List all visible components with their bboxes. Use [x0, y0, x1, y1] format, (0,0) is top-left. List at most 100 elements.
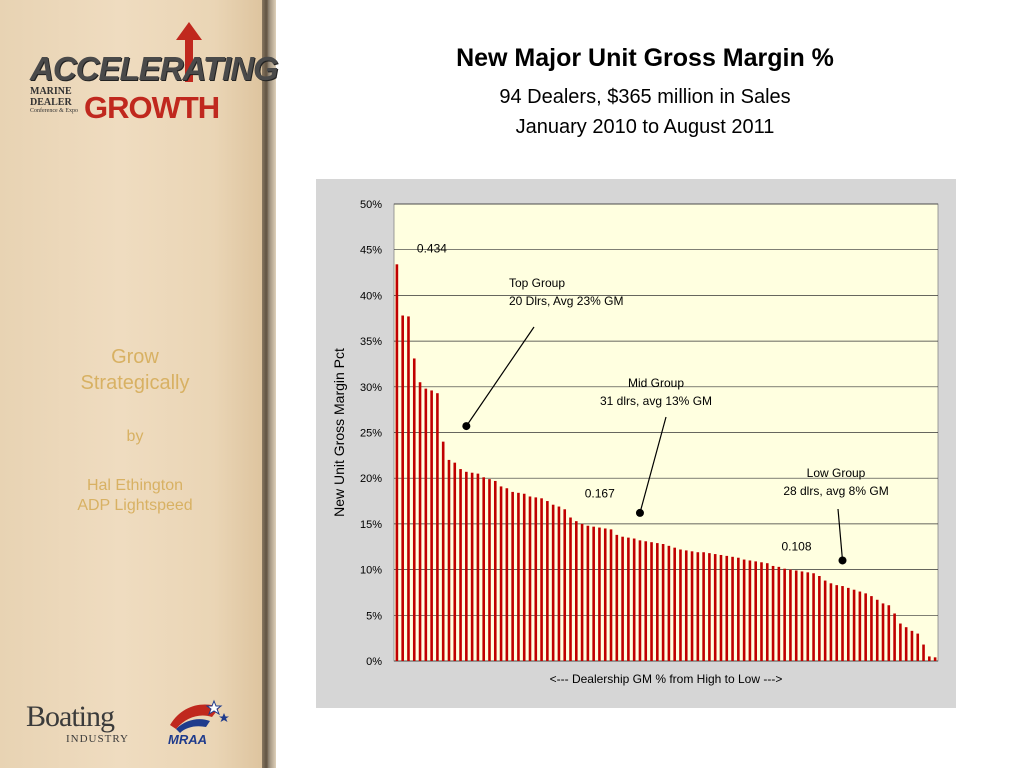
- chart-subtitle-period: January 2010 to August 2011: [515, 116, 775, 138]
- bar: [511, 491, 514, 661]
- bar: [684, 550, 688, 661]
- y-tick-label: 15%: [360, 519, 382, 531]
- author-name: Hal Ethington: [86, 477, 184, 494]
- bar: [632, 538, 636, 661]
- bar: [603, 528, 607, 661]
- bar: [846, 587, 850, 661]
- bar: [690, 551, 694, 661]
- annotation-dot: [635, 508, 644, 517]
- bar: [528, 496, 532, 661]
- bar: [679, 549, 682, 661]
- bar: [922, 644, 925, 661]
- y-tick-label: 50%: [360, 199, 382, 211]
- bar: [852, 589, 856, 661]
- bar: [627, 537, 630, 661]
- annotation: Top Group 20 Dlrs, Avg 23% GM: [462, 276, 624, 431]
- accelerating-growth-logo: ACCELERATING MARINE DEALER Conference & …: [28, 22, 279, 134]
- y-tick-label: 45%: [360, 245, 382, 257]
- bar: [465, 471, 468, 661]
- bar: [493, 480, 497, 661]
- bar: [574, 521, 578, 661]
- bar: [557, 506, 561, 661]
- annotation: Low Group 28 dlrs, avg 8% GM: [783, 466, 889, 565]
- logo-marine-dealer: MARINE DEALER Conference & Expo: [30, 86, 78, 114]
- bar: [725, 555, 729, 661]
- annotation-text: 31 dlrs, avg 13% GM: [600, 394, 712, 408]
- logo-bottom-text: GROWTH: [84, 90, 220, 125]
- sidebar-author: Hal Ethington ADP Lightspeed: [40, 476, 230, 516]
- bar: [430, 390, 433, 661]
- bar: [441, 441, 445, 661]
- annotation-dot: [462, 422, 471, 431]
- bar: [910, 630, 914, 661]
- svg-text:MRAA: MRAA: [168, 732, 207, 747]
- bar: [673, 547, 676, 661]
- bar: [783, 568, 786, 661]
- sidebar-torn-edge: [262, 0, 276, 768]
- bar: [447, 459, 451, 661]
- y-tick-label: 0%: [366, 656, 382, 668]
- data-label: 0.434: [417, 241, 447, 255]
- bar: [453, 462, 457, 661]
- bar: [592, 526, 595, 661]
- bar: [713, 554, 717, 661]
- y-tick-label: 20%: [360, 473, 382, 485]
- bar: [661, 544, 665, 661]
- annotation-text: Low Group: [807, 466, 866, 480]
- bar: [598, 527, 601, 661]
- bar: [418, 382, 422, 661]
- data-label: 0.108: [781, 539, 811, 553]
- bar: [407, 316, 410, 661]
- bar: [823, 580, 827, 661]
- y-tick-label: 40%: [360, 290, 382, 302]
- bar: [459, 469, 462, 661]
- bar: [841, 586, 844, 661]
- bar: [650, 542, 653, 661]
- bar: [586, 525, 590, 661]
- bar: [719, 554, 723, 661]
- bar: [708, 553, 711, 661]
- bar: [789, 569, 792, 661]
- bar: [505, 488, 509, 661]
- bar: [765, 563, 769, 661]
- bar: [476, 473, 480, 661]
- bar: [875, 599, 879, 661]
- bar: [858, 591, 862, 661]
- bar: [904, 627, 908, 661]
- boating-industry-subtext: INDUSTRY: [66, 733, 130, 745]
- sidebar: [0, 0, 268, 768]
- annotation: Mid Group 31 dlrs, avg 13% GM: [600, 376, 712, 517]
- bar: [702, 552, 705, 661]
- author-company: ADP Lightspeed: [77, 497, 193, 514]
- bar: [401, 315, 404, 661]
- bar: [760, 562, 763, 661]
- bar: [737, 557, 740, 661]
- x-axis-label: <--- Dealership GM % from High to Low --…: [550, 672, 783, 686]
- bar: [893, 613, 896, 661]
- bar: [534, 497, 538, 661]
- bar: [800, 571, 804, 661]
- y-tick-label: 10%: [360, 565, 382, 577]
- y-tick-label: 35%: [360, 336, 382, 348]
- bar: [887, 605, 891, 661]
- bar: [522, 493, 526, 661]
- bar: [667, 545, 671, 661]
- logo-top-text: ACCELERATING: [30, 50, 279, 87]
- data-labels: 0.434 0.167 0.108: [417, 241, 812, 553]
- bar: [771, 565, 775, 661]
- bar: [569, 517, 572, 661]
- annotation-pointer: [465, 326, 535, 427]
- bar: [540, 498, 543, 661]
- bar: [546, 501, 549, 661]
- bar: [881, 603, 885, 661]
- bar: [609, 529, 613, 661]
- chart-title: New Major Unit Gross Margin %: [456, 44, 834, 72]
- bar: [864, 593, 867, 661]
- bar: [488, 479, 491, 661]
- bar: [806, 572, 810, 661]
- bar: [563, 509, 567, 661]
- gross-margin-bar-chart: 0% 5% 10% 15% 20% 25% 30% 35% 40% 45% 50% 0.434 0.1…: [331, 199, 939, 686]
- bar: [916, 633, 920, 661]
- annotation-dot: [838, 556, 847, 565]
- annotation-pointer: [837, 508, 844, 561]
